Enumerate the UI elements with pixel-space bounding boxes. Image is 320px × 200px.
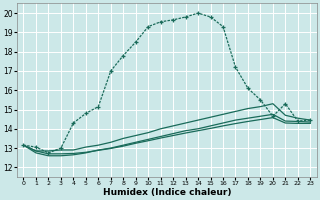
X-axis label: Humidex (Indice chaleur): Humidex (Indice chaleur) (103, 188, 231, 197)
